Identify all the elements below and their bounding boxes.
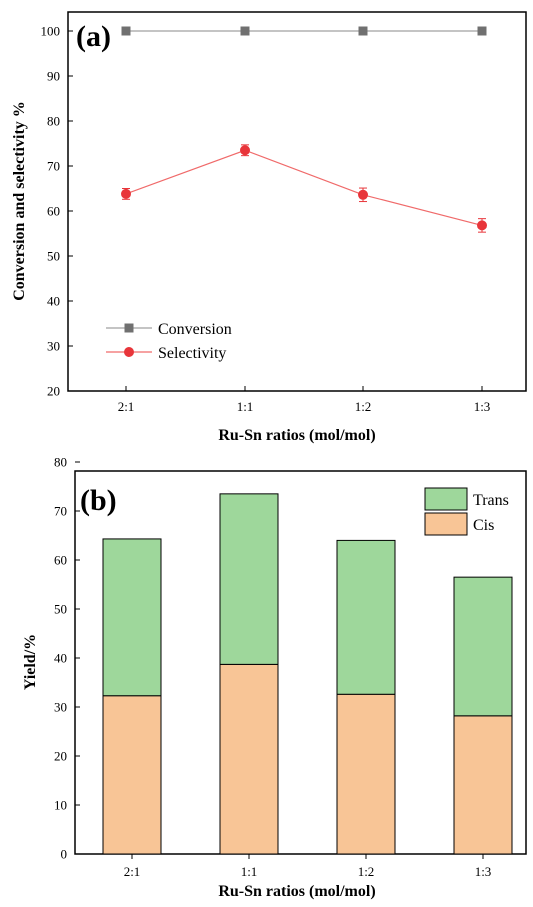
y-tick-label: 60 <box>54 553 67 568</box>
panel-b-y-axis: 0 10 20 30 40 50 60 70 80 <box>54 455 80 862</box>
conversion-point <box>240 26 250 36</box>
y-tick-label: 40 <box>54 651 67 666</box>
selectivity-point <box>240 145 250 156</box>
conversion-point <box>121 26 131 36</box>
y-tick-label: 80 <box>47 114 60 129</box>
x-tick-label: 1:2 <box>358 864 375 879</box>
panel-a-legend: Conversion Selectivity <box>106 321 232 362</box>
panel-a-y-axis: 20 30 40 50 60 70 80 90 100 <box>41 24 73 399</box>
selectivity-point <box>358 189 368 200</box>
x-tick-label: 1:3 <box>474 399 491 414</box>
trans-bar <box>453 576 513 717</box>
conversion-point <box>358 26 368 36</box>
legend-cis-label: Cis <box>473 517 494 534</box>
panel-a-plot-frame <box>67 11 527 392</box>
y-tick-label: 60 <box>47 204 60 219</box>
x-tick-label: 1:1 <box>241 864 258 879</box>
legend-conversion-marker <box>124 323 134 333</box>
x-tick-label: 2:1 <box>124 864 141 879</box>
selectivity-line <box>125 149 483 226</box>
panel-b-bars <box>102 493 513 855</box>
y-tick-label: 0 <box>61 847 68 862</box>
y-tick-label: 20 <box>54 749 67 764</box>
panel-a-line-chart: (a) 20 30 40 50 60 70 80 90 100 2:1 1:1 1:2 1:3 Con… <box>11 11 527 444</box>
trans-bar <box>102 538 162 697</box>
legend-selectivity-label: Selectivity <box>158 345 226 362</box>
legend-trans-swatch <box>424 487 468 511</box>
panel-a-label: (a) <box>76 20 111 53</box>
cis-bar <box>219 663 279 855</box>
selectivity-point <box>477 220 487 231</box>
panel-b-legend: Trans Cis <box>424 487 509 536</box>
cis-bar <box>102 695 162 855</box>
y-tick-label: 50 <box>47 249 60 264</box>
conversion-point <box>477 26 487 36</box>
legend-cis-swatch <box>424 512 468 536</box>
legend-conversion-label: Conversion <box>158 321 232 338</box>
cis-bar <box>336 693 396 855</box>
y-tick-label: 10 <box>54 798 67 813</box>
y-tick-label: 30 <box>54 700 67 715</box>
y-tick-label: 30 <box>47 339 60 354</box>
cis-bar <box>453 715 513 855</box>
panel-a-x-axis-title: Ru-Sn ratios (mol/mol) <box>218 427 375 444</box>
x-tick-label: 1:2 <box>355 399 372 414</box>
y-tick-label: 100 <box>41 24 61 39</box>
panel-a-x-axis: 2:1 1:1 1:2 1:3 <box>118 386 491 414</box>
panel-a-y-axis-title: Conversion and selectivity % <box>11 101 28 301</box>
panel-b-label: (b) <box>80 484 117 517</box>
y-tick-label: 20 <box>47 384 60 399</box>
x-tick-label: 2:1 <box>118 399 135 414</box>
legend-selectivity-marker <box>124 347 134 357</box>
selectivity-point <box>121 188 131 199</box>
panel-b-x-axis: 2:1 1:1 1:2 1:3 <box>124 854 492 879</box>
trans-bar <box>336 539 396 695</box>
y-tick-label: 70 <box>54 504 67 519</box>
panel-a-series <box>121 26 487 233</box>
panel-b-x-axis-title: Ru-Sn ratios (mol/mol) <box>218 883 375 900</box>
y-tick-label: 40 <box>47 294 60 309</box>
panel-b-y-axis-title: Yield/% <box>22 634 39 690</box>
y-tick-label: 50 <box>54 602 67 617</box>
y-tick-label: 80 <box>54 455 67 470</box>
x-tick-label: 1:1 <box>237 399 254 414</box>
panel-b-stacked-bar-chart: (b) 0 10 20 30 40 50 60 70 80 2:1 1:1 1:2 1:3 Trans… <box>22 455 527 900</box>
y-tick-label: 90 <box>47 69 60 84</box>
panel-b-plot-frame <box>74 470 527 855</box>
x-tick-label: 1:3 <box>475 864 492 879</box>
y-tick-label: 70 <box>47 159 60 174</box>
legend-trans-label: Trans <box>473 492 509 509</box>
trans-bar <box>219 493 279 665</box>
